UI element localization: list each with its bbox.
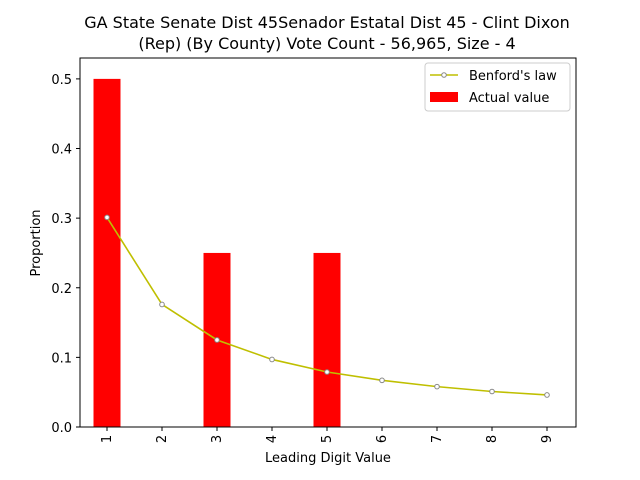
x-tick-label-4: 4 (265, 435, 280, 443)
legend-line-marker (441, 72, 447, 78)
legend: Benford's law Actual value (424, 62, 571, 112)
chart-title-line-1: GA State Senate Dist 45Senador Estatal D… (84, 13, 570, 32)
x-tick-label-1: 1 (100, 435, 115, 443)
actual-value-bar-5 (313, 252, 341, 427)
benford-point-3 (214, 337, 220, 343)
benford-point-6 (379, 377, 385, 384)
x-tick-label-2: 2 (155, 435, 170, 443)
benford-point-2 (159, 301, 165, 308)
benford-point-1 (104, 214, 110, 221)
axis-ticks: 1 2 3 4 5 6 7 8 9 0.0 0.1 0.2 0.3 0.4 0.5 (51, 73, 555, 443)
legend-label-benford: Benford's law (469, 69, 557, 84)
legend-label-actual: Actual value (469, 91, 549, 106)
x-tick-label-9: 9 (540, 435, 555, 443)
actual-value-bar-1 (93, 78, 121, 428)
x-tick-label-8: 8 (485, 435, 500, 443)
x-tick-label-3: 3 (210, 435, 225, 443)
chart-title: GA State Senate Dist 45Senador Estatal D… (84, 13, 570, 53)
plot-area (93, 78, 550, 428)
legend-bar-swatch (430, 92, 458, 102)
legend-box (424, 62, 571, 112)
benford-point-8 (489, 388, 495, 395)
benford-point-9 (544, 392, 550, 398)
plot-frame (79, 57, 577, 428)
benford-point-4 (269, 356, 275, 363)
benford-point-5 (324, 369, 330, 375)
y-tick-label: 0.1 (51, 351, 72, 366)
x-tick-label-5: 5 (320, 435, 335, 443)
x-tick-label-7: 7 (430, 435, 445, 443)
x-axis-label: Leading Digit Value (265, 451, 391, 466)
y-tick-label: 0.0 (51, 421, 72, 436)
chart-title-line-2: (Rep) (By County) Vote Count - 56,965, S… (138, 34, 515, 53)
y-axis-label: Proportion (29, 209, 44, 276)
y-tick-label: 0.4 (51, 143, 72, 158)
x-tick-label-6: 6 (375, 435, 390, 443)
y-tick-label: 0.3 (51, 212, 72, 227)
y-tick-label: 0.5 (51, 73, 72, 88)
y-tick-label: 0.2 (51, 282, 72, 297)
benford-point-7 (434, 383, 440, 390)
